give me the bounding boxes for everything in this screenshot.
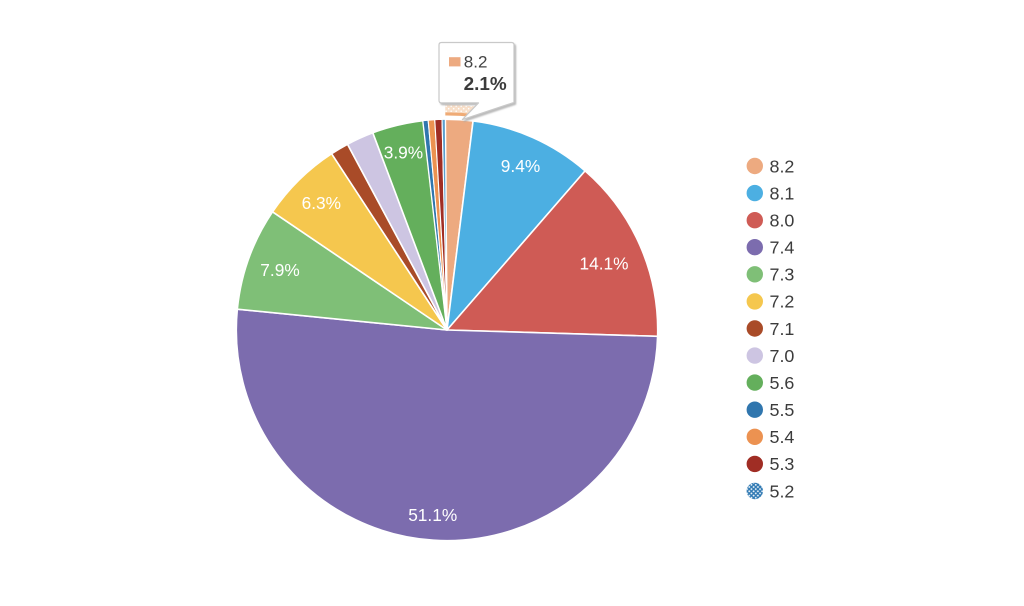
svg-text:51.1%: 51.1% — [408, 505, 457, 525]
svg-text:8.2: 8.2 — [464, 52, 488, 71]
svg-text:8.1: 8.1 — [770, 183, 795, 203]
svg-text:7.0: 7.0 — [770, 346, 795, 366]
svg-text:7.2: 7.2 — [770, 292, 795, 312]
svg-text:7.4: 7.4 — [770, 238, 795, 258]
svg-text:8.2: 8.2 — [770, 156, 795, 176]
svg-text:8.0: 8.0 — [770, 211, 795, 231]
svg-text:5.2: 5.2 — [770, 481, 795, 501]
svg-text:5.6: 5.6 — [770, 373, 795, 393]
svg-text:5.3: 5.3 — [770, 454, 795, 474]
svg-text:7.9%: 7.9% — [260, 260, 299, 280]
svg-text:2.1%: 2.1% — [464, 74, 507, 95]
svg-text:5.5: 5.5 — [770, 400, 795, 420]
svg-text:7.3: 7.3 — [770, 265, 795, 285]
svg-text:5.4: 5.4 — [770, 427, 795, 447]
svg-text:3.9%: 3.9% — [384, 143, 423, 163]
svg-text:9.4%: 9.4% — [501, 156, 540, 176]
svg-text:6.3%: 6.3% — [302, 193, 341, 213]
svg-text:7.1: 7.1 — [770, 319, 795, 339]
svg-text:14.1%: 14.1% — [579, 253, 628, 273]
